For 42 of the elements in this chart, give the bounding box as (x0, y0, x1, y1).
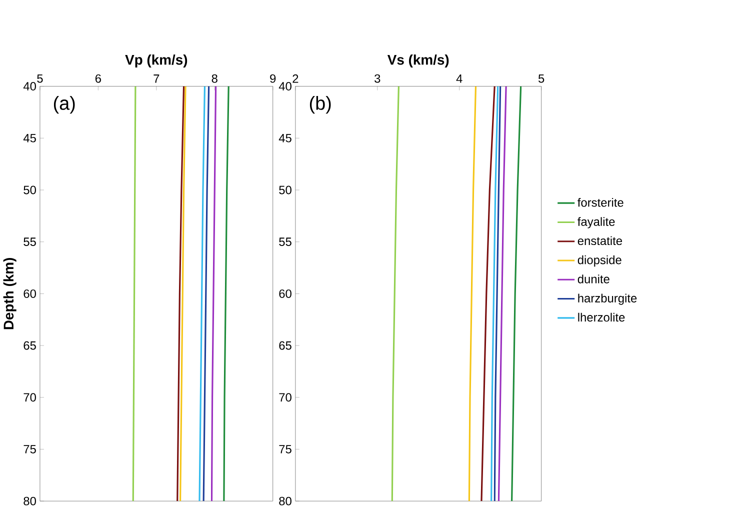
x-tick-label: 5 (37, 74, 43, 83)
legend-label: fayalite (578, 217, 615, 228)
legend-label: forsterite (578, 198, 624, 207)
legend-label: lherzolite (578, 313, 625, 322)
y-tick-label: 45 (278, 134, 292, 142)
annotation: (a) (54, 96, 75, 114)
y-tick-label: 60 (279, 290, 292, 298)
x-tick-label: 6 (95, 74, 101, 83)
y-tick-label: 80 (279, 497, 292, 506)
y-tick-label: 60 (24, 290, 36, 298)
y-tick-label: 80 (24, 497, 36, 506)
y-tick-label: 45 (23, 134, 36, 142)
x-tick-label: 9 (270, 74, 276, 83)
y-tick-label: 40 (278, 82, 292, 91)
y-tick-label: 65 (279, 341, 292, 350)
y-axis-title: Depth (km) (3, 258, 16, 330)
y-tick-label: 70 (24, 393, 36, 402)
y-tick-label: 75 (279, 445, 292, 454)
line-series (223, 86, 230, 502)
line-series (494, 86, 502, 502)
y-tick-label: 55 (24, 238, 36, 246)
x-tick-label: 2 (292, 74, 298, 83)
legend-label: dunite (578, 274, 610, 284)
y-tick-label: 50 (24, 186, 36, 194)
y-tick-label: 70 (279, 393, 292, 402)
y-tick-label: 50 (279, 186, 292, 194)
y-tick-label: 40 (23, 82, 36, 91)
annotation: (b) (310, 96, 331, 114)
x-tick-label: 4 (456, 74, 462, 83)
x-axis-title: Vp (km/s) (125, 54, 188, 68)
x-tick-label: 3 (374, 74, 380, 83)
x-tick-label: 5 (538, 74, 544, 83)
x-tick-label: 8 (212, 74, 218, 83)
legend-label: diopside (578, 256, 622, 267)
legend-label: harzburgite (578, 294, 637, 306)
line-series (202, 86, 210, 502)
legend-label: enstatite (578, 236, 622, 246)
x-axis-title: Vs (km/s) (387, 54, 449, 68)
x-tick-label: 7 (154, 74, 160, 83)
y-tick-label: 55 (279, 238, 292, 246)
y-tick-label: 75 (24, 445, 36, 454)
y-tick-label: 65 (24, 341, 36, 350)
